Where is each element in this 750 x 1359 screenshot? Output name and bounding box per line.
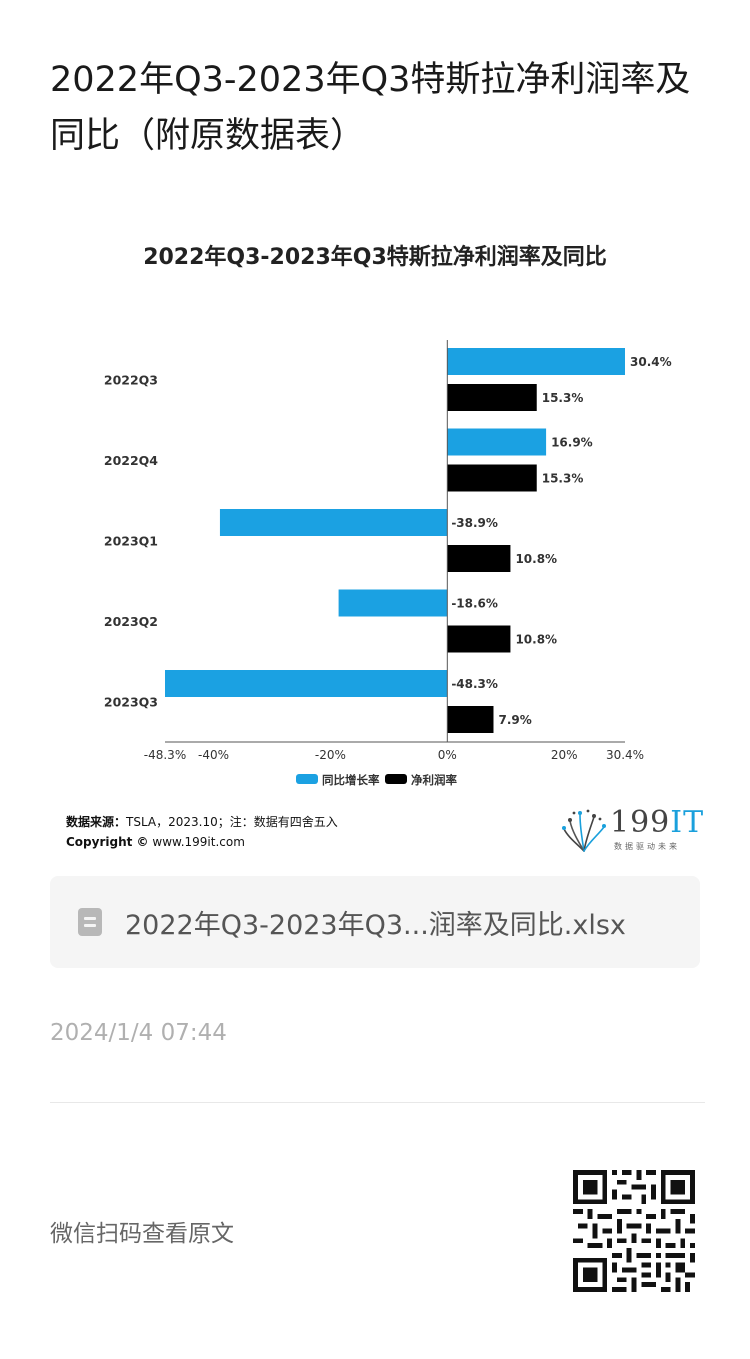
logo-burst-icon (562, 809, 606, 852)
bar-net-margin (447, 625, 511, 653)
data-label: 7.9% (498, 713, 531, 727)
brand-number: 199 (610, 805, 671, 840)
category-label: 2022Q3 (104, 373, 158, 388)
legend-label-net-margin: 净利润率 (411, 773, 457, 787)
bar-net-margin (447, 464, 537, 492)
copyright-label: Copyright © (66, 835, 149, 849)
chart: 2022年Q3-2023年Q3特斯拉净利润率及同比 2022Q3 30.4% 15.3… (104, 244, 672, 787)
legend-swatch-yoy (296, 774, 318, 784)
data-source-note: 数据来源：TSLA，2023.10；注：数据有四舍五入 Copyright © … (66, 812, 338, 852)
x-tick-label: 30.4% (606, 748, 644, 762)
data-label: -38.9% (451, 516, 498, 530)
brand-logo: 199IT 数据驱动未来 (560, 805, 703, 855)
qr-code-icon[interactable] (573, 1170, 695, 1292)
data-label: 10.8% (515, 633, 557, 647)
divider (50, 1102, 705, 1103)
data-label: 15.3% (542, 391, 584, 405)
category-label: 2023Q3 (104, 695, 158, 710)
x-tick-label: -40% (198, 748, 229, 762)
bar-yoy-growth (165, 670, 448, 697)
x-tick-label: -48.3% (144, 748, 186, 762)
page-title: 2022年Q3-2023年Q3特斯拉净利润率及同比（附原数据表） (50, 60, 691, 156)
x-tick-label: 0% (438, 748, 457, 762)
data-label: -18.6% (451, 597, 498, 611)
bar-net-margin (447, 384, 537, 411)
bar-yoy-growth (219, 509, 448, 536)
data-label: -48.3% (451, 677, 498, 691)
bar-net-margin (447, 545, 511, 572)
bar-yoy-growth (338, 589, 448, 617)
data-label: 16.9% (551, 436, 593, 450)
brand-suffix: IT (670, 805, 705, 840)
source-text: TSLA，2023.10；注：数据有四舍五入 (126, 815, 338, 829)
data-label: 10.8% (515, 552, 557, 566)
bar-yoy-growth (447, 428, 547, 456)
scan-qr-prompt: 微信扫码查看原文 (50, 1221, 234, 1247)
data-label: 15.3% (542, 472, 584, 486)
category-label: 2023Q2 (104, 614, 158, 629)
bar-yoy-growth (447, 348, 625, 375)
chart-card: 2022年Q3-2023年Q3特斯拉净利润率及同比 2022Q3 30.4% 15.3… (50, 218, 700, 858)
copyright-url: www.199it.com (152, 835, 245, 849)
bar-net-margin (447, 706, 494, 733)
x-tick-label: 20% (551, 748, 578, 762)
spreadsheet-file-icon (78, 908, 102, 936)
data-label: 30.4% (630, 355, 672, 369)
legend-label-yoy: 同比增长率 (322, 773, 380, 787)
category-label: 2023Q1 (104, 534, 158, 549)
chart-title: 2022年Q3-2023年Q3特斯拉净利润率及同比 (143, 244, 607, 270)
attachment-card[interactable]: 2022年Q3-2023年Q3...润率及同比.xlsx (50, 876, 700, 968)
brand-tagline: 数据驱动未来 (614, 842, 680, 851)
source-label: 数据来源： (66, 815, 127, 829)
x-tick-label: -20% (315, 748, 346, 762)
category-label: 2022Q4 (104, 453, 158, 468)
attachment-file-name: 2022年Q3-2023年Q3...润率及同比.xlsx (125, 910, 626, 941)
legend-swatch-net-margin (385, 774, 407, 784)
publish-timestamp: 2024/1/4 07:44 (50, 1020, 227, 1046)
